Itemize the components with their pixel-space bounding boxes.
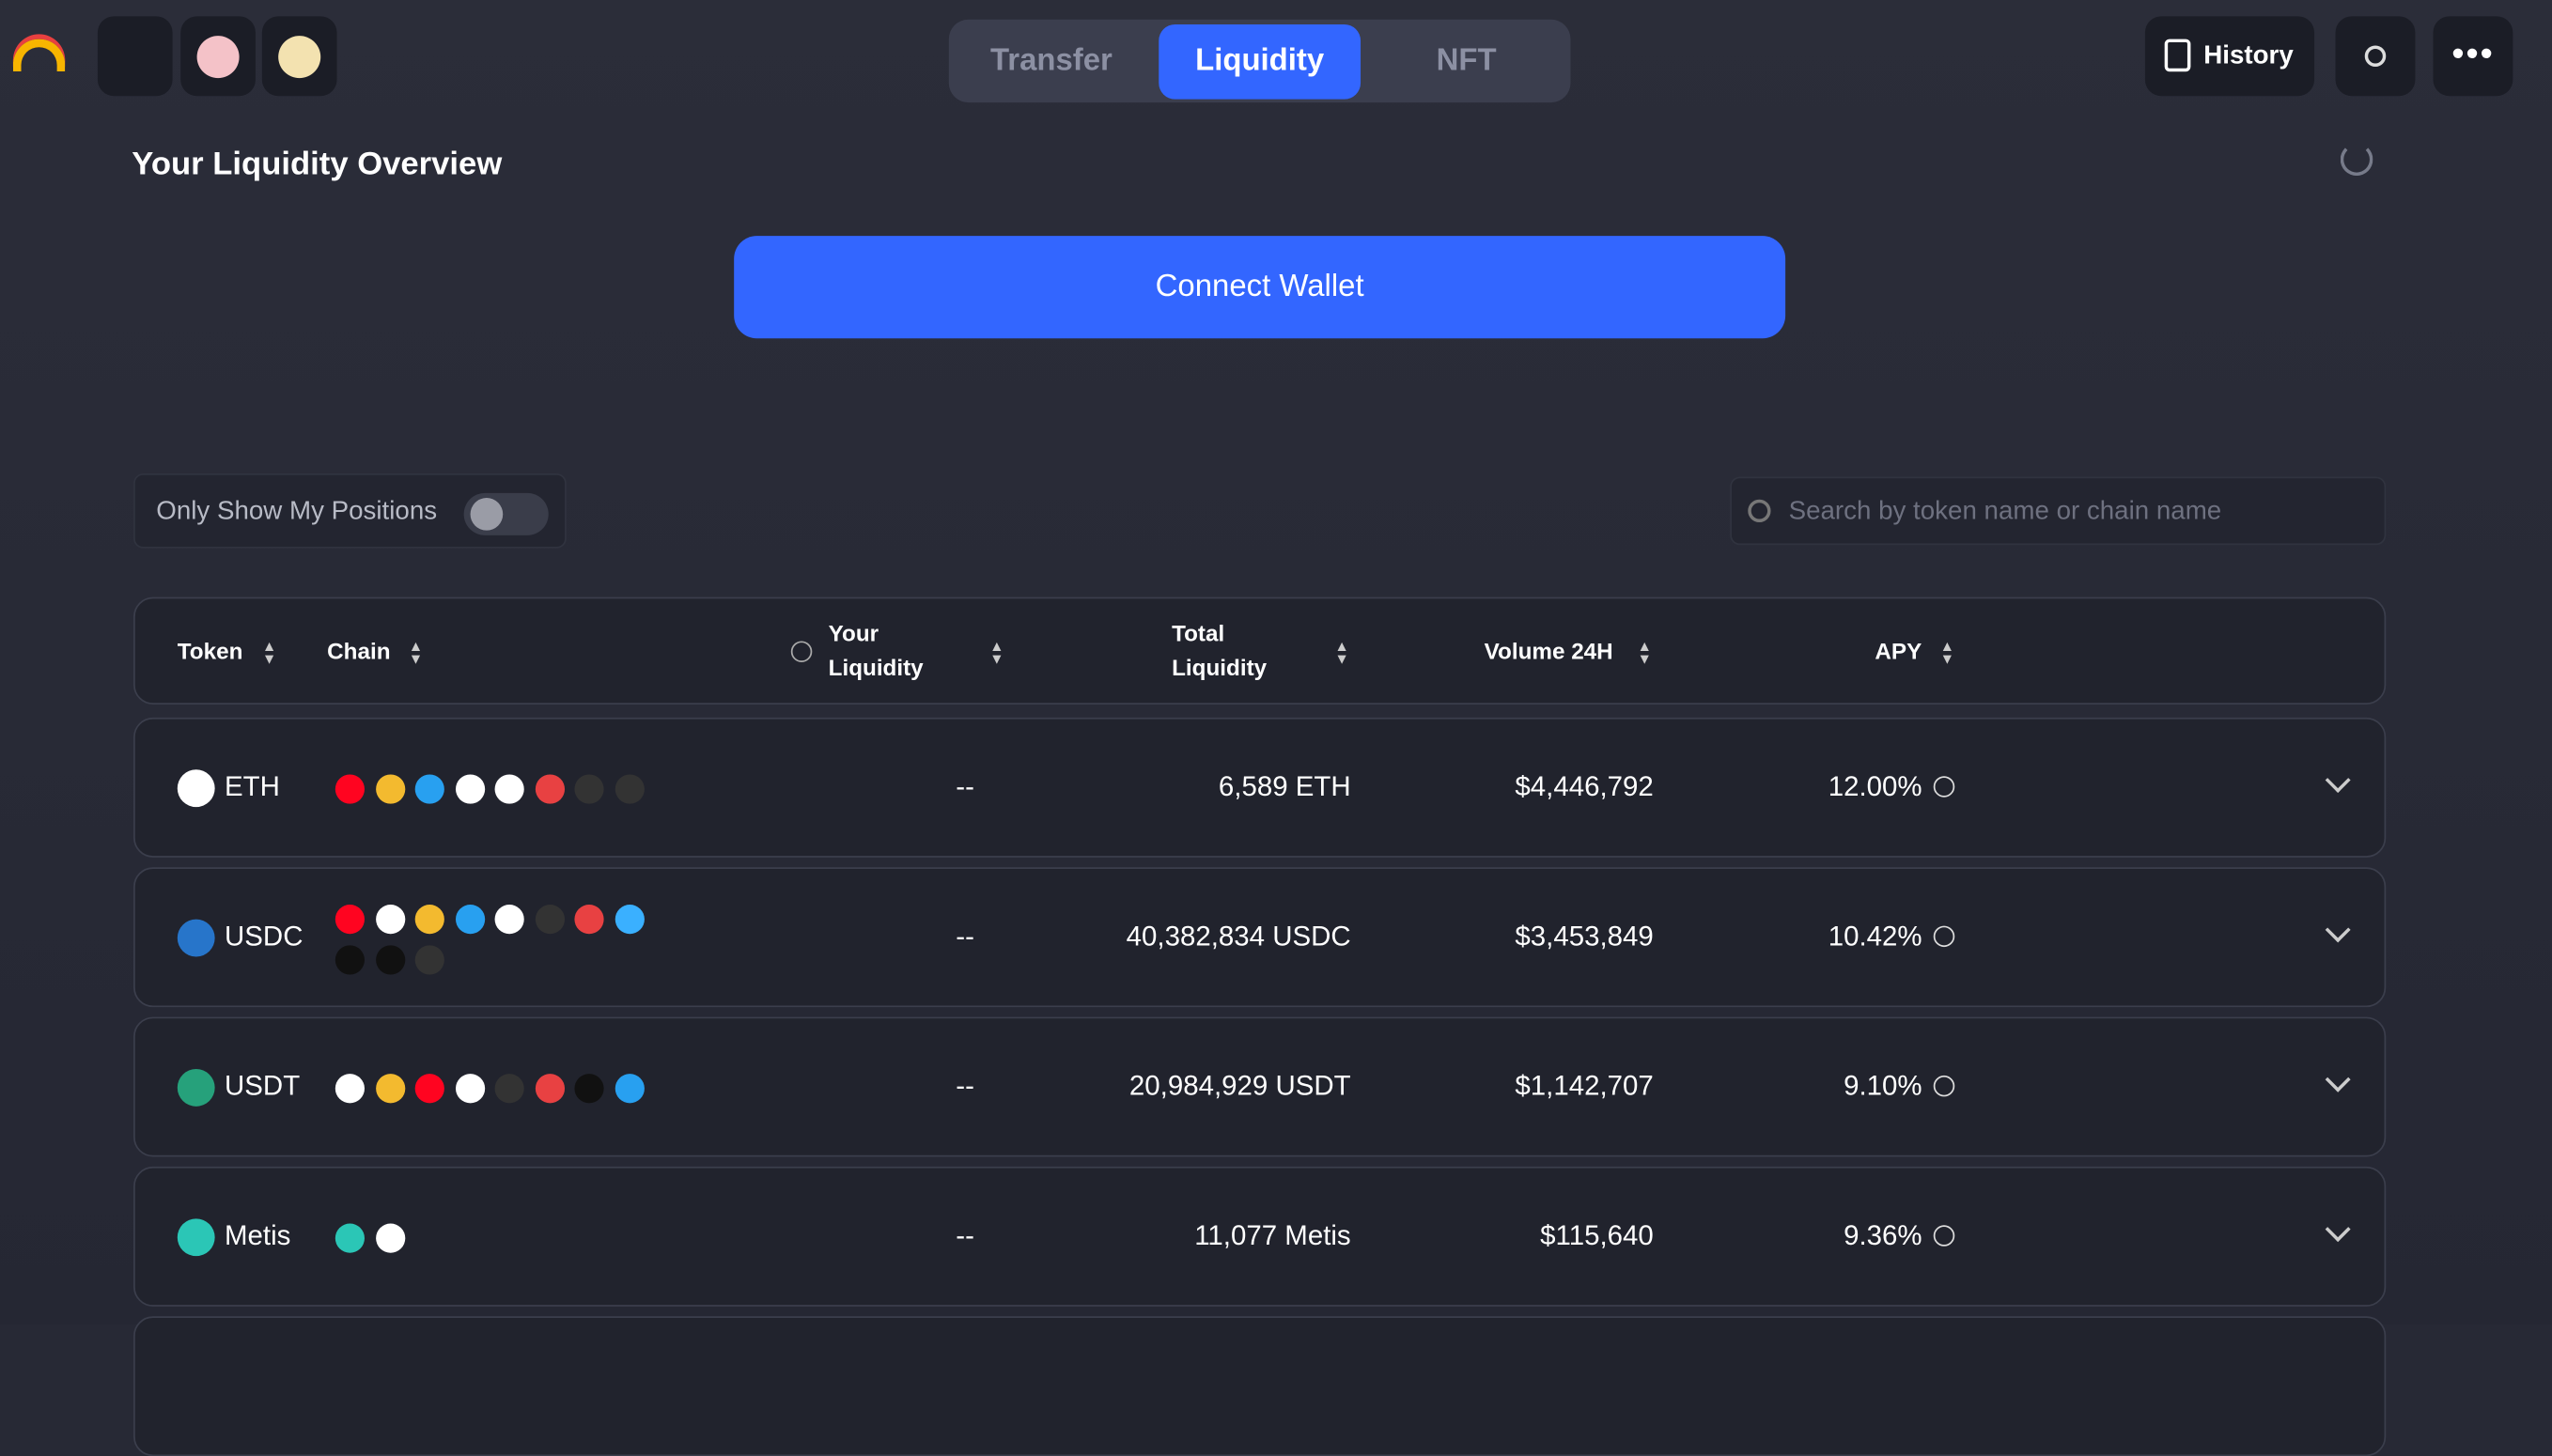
your-liquidity: -- (956, 1220, 974, 1251)
page-title: Your Liquidity Overview (132, 146, 503, 182)
chain-icon (534, 774, 565, 804)
apy-info-icon[interactable] (1933, 925, 1955, 948)
apy: 10.42% (1828, 921, 1922, 953)
token-icon (177, 1218, 215, 1257)
column-header[interactable]: APY (1875, 637, 1922, 664)
apy-info-icon[interactable] (1933, 1075, 1955, 1097)
history-label: History (2203, 42, 2294, 70)
chain-icon (335, 905, 365, 935)
toggle-filter: Only Show My Positions (133, 473, 567, 549)
expand-chevron[interactable] (2325, 1216, 2351, 1243)
table-header: Token ▲ ▼ Chain ▲ ▼ Your Liquidity ▲ ▼ Tota… (133, 596, 2387, 705)
table-row-partial (133, 1316, 2387, 1456)
apy: 9.10% (1844, 1070, 1922, 1102)
column-header[interactable]: Chain (327, 637, 391, 664)
menu-button[interactable]: ••• (2433, 16, 2513, 97)
logo[interactable] (12, 39, 66, 72)
chain-icon (375, 945, 405, 975)
token-icon (177, 919, 215, 957)
column-header[interactable]: Volume 24H (1484, 637, 1613, 664)
apy: 9.36% (1844, 1220, 1922, 1251)
your-liquidity: -- (956, 771, 974, 802)
chain-icon (414, 945, 444, 975)
apy: 12.00% (1828, 771, 1922, 802)
column-header[interactable]: Total Liquidity (1172, 619, 1268, 681)
volume-24h: $115,640 (1540, 1220, 1654, 1251)
table-row[interactable]: USDC -- 40,382,834 USDC $3,453,849 10.42% (133, 867, 2387, 1008)
volume-24h: $4,446,792 (1515, 771, 1654, 802)
table-row[interactable]: USDT -- 20,984,929 USDT $1,142,707 9.10% (133, 1016, 2387, 1157)
chain-icon (455, 774, 485, 804)
chain-icon (494, 774, 524, 804)
tab-active[interactable]: Liquidity (1159, 23, 1362, 100)
token-name: USDC (225, 921, 303, 953)
toggle-label: Only Show My Positions (156, 498, 438, 526)
chain-icon (494, 1074, 524, 1104)
chain-icon (574, 905, 604, 935)
chain-icon (375, 905, 405, 935)
chain-icon (494, 905, 524, 935)
chain-icon (335, 1223, 365, 1253)
volume-24h: $3,453,849 (1515, 921, 1654, 953)
chain-icon (414, 1074, 444, 1104)
chain-icon (335, 945, 365, 975)
token-name: USDT (225, 1070, 301, 1102)
app-icon[interactable] (97, 16, 173, 97)
volume-24h: $1,142,707 (1515, 1070, 1654, 1102)
connect-wallet-button[interactable]: Connect Wallet (734, 236, 1786, 339)
total-liquidity: 11,077 Metis (1194, 1220, 1351, 1251)
theme-button[interactable] (2335, 16, 2416, 97)
total-liquidity: 40,382,834 USDC (1126, 921, 1351, 953)
column-header[interactable]: Your Liquidity (828, 619, 924, 681)
chain-icon (335, 774, 365, 804)
chain-icon (574, 774, 604, 804)
chain-icon (455, 905, 485, 935)
chain-icon (614, 774, 645, 804)
expand-chevron[interactable] (2325, 767, 2351, 794)
chain-icon (375, 774, 405, 804)
app-icon[interactable] (261, 16, 337, 97)
tab[interactable]: NFT (1436, 43, 1497, 79)
chain-icon (614, 905, 645, 935)
tab[interactable]: Transfer (989, 43, 1113, 79)
history-button[interactable]: History (2144, 16, 2315, 97)
chain-icon (414, 905, 444, 935)
tab-group: Transfer Liquidity NFT (948, 19, 1571, 103)
apy-info-icon[interactable] (1933, 776, 1955, 798)
table-row[interactable]: Metis -- 11,077 Metis $115,640 9.36% (133, 1166, 2387, 1307)
chain-icon (534, 1074, 565, 1104)
total-liquidity: 20,984,929 USDT (1128, 1070, 1351, 1102)
expand-chevron[interactable] (2325, 917, 2351, 943)
apy-info-icon[interactable] (1933, 1225, 1955, 1247)
column-header[interactable]: Token (177, 637, 243, 664)
chain-icon (614, 1074, 645, 1104)
chain-icon (414, 774, 444, 804)
refresh-button[interactable] (2340, 143, 2373, 177)
your-liquidity: -- (956, 1070, 974, 1102)
chain-icon (455, 1074, 485, 1104)
table-row[interactable]: ETH -- 6,589 ETH $4,446,792 12.00% (133, 717, 2387, 858)
chain-icon (335, 1074, 365, 1104)
search-input[interactable]: Search by token name or chain name (1730, 476, 2387, 546)
token-icon (177, 769, 215, 808)
chain-icon (534, 905, 565, 935)
chain-icon (574, 1074, 604, 1104)
search-placeholder: Search by token name or chain name (1788, 498, 2222, 526)
chain-icon (375, 1074, 405, 1104)
total-liquidity: 6,589 ETH (1218, 771, 1351, 802)
app-icon[interactable] (180, 16, 256, 97)
your-liquidity: -- (956, 921, 974, 953)
toggle[interactable] (463, 492, 549, 535)
token-name: ETH (225, 771, 280, 802)
token-name: Metis (225, 1220, 291, 1251)
expand-chevron[interactable] (2325, 1066, 2351, 1092)
chain-icon (375, 1223, 405, 1253)
token-icon (177, 1068, 215, 1107)
